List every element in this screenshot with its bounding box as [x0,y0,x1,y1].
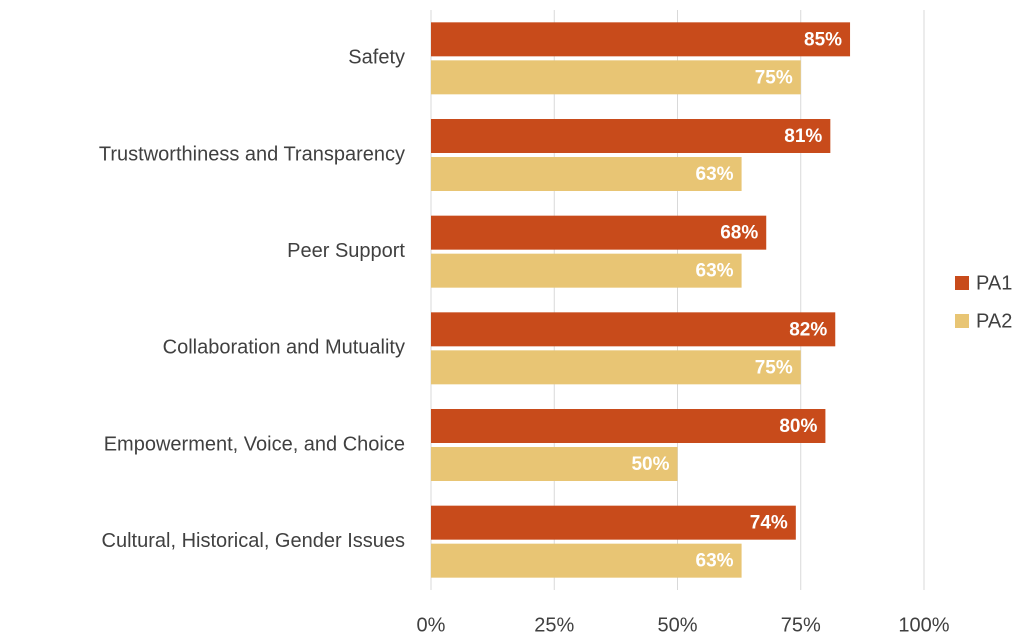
data-label: 63% [696,164,734,185]
bar [431,22,851,57]
y-tick-label: Empowerment, Voice, and Choice [104,433,405,455]
legend-label: PA2 [976,310,1012,332]
y-tick-label: Collaboration and Mutuality [163,337,405,359]
legend-swatch [955,314,969,328]
bar [431,543,742,578]
data-label: 85% [804,29,842,50]
bar [431,253,742,288]
y-tick-label: Safety [348,47,405,69]
data-label: 75% [755,67,793,88]
bar [431,119,831,153]
x-tick-label: 75% [781,614,821,636]
bar [431,215,767,250]
legend-label: PA1 [976,272,1012,294]
bar [431,157,742,191]
legend-swatch [955,276,969,290]
bar [431,409,826,443]
data-label: 74% [750,513,788,534]
bar [431,505,796,540]
data-label: 75% [755,357,793,378]
x-tick-label: 0% [417,614,446,636]
data-label: 82% [789,319,827,340]
bar [431,350,801,385]
y-tick-label: Peer Support [287,240,405,262]
bar [431,312,836,347]
bar [431,447,678,481]
data-label: 68% [720,223,758,244]
x-tick-label: 100% [898,614,949,636]
data-label: 81% [784,126,822,147]
data-label: 50% [631,454,669,475]
x-tick-label: 25% [534,614,574,636]
y-tick-label: Trustworthiness and Transparency [99,143,405,165]
x-tick-label: 50% [657,614,697,636]
data-label: 63% [696,551,734,572]
y-tick-label: Cultural, Historical, Gender Issues [102,530,405,552]
data-label: 63% [696,261,734,282]
data-label: 80% [779,416,817,437]
bar [431,60,801,95]
